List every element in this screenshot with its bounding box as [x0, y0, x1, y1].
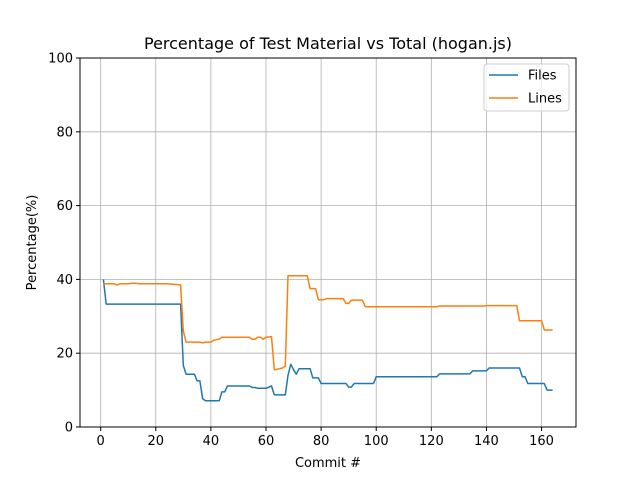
x-tick-label: 40	[203, 434, 220, 449]
x-tick-label: 140	[474, 434, 499, 449]
y-tick-label: 40	[56, 273, 73, 288]
legend: Files Lines	[483, 63, 570, 112]
x-axis-ticks: 0 20 40 60 80 100 120 140 160	[97, 427, 554, 449]
y-tick-label: 100	[48, 52, 73, 67]
chart-title: Percentage of Test Material vs Total (ho…	[144, 34, 512, 53]
series-line-files	[102, 279, 553, 402]
x-tick-label: 20	[148, 434, 165, 449]
y-axis-ticks: 0 20 40 60 80 100	[48, 52, 80, 436]
y-tick-label: 60	[56, 199, 73, 214]
legend-label-files: Files	[528, 69, 557, 84]
x-axis-label: Commit #	[295, 456, 361, 471]
plot-frame	[79, 57, 577, 428]
x-tick-label: 80	[313, 434, 330, 449]
y-tick-label: 80	[56, 125, 73, 140]
legend-label-lines: Lines	[528, 92, 562, 107]
x-tick-label: 0	[97, 434, 105, 449]
y-axis-label: Percentage(%)	[25, 195, 40, 291]
x-tick-label: 60	[258, 434, 275, 449]
x-tick-label: 160	[529, 434, 554, 449]
y-tick-label: 0	[65, 421, 73, 436]
x-tick-label: 100	[364, 434, 389, 449]
y-tick-label: 20	[56, 347, 73, 362]
series-line-lines	[103, 274, 553, 371]
series-lines	[102, 274, 553, 402]
x-tick-label: 120	[419, 434, 444, 449]
